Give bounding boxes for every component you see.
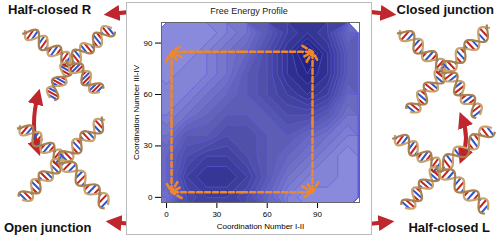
html-text:Open junction: Open junction	[4, 220, 92, 235]
svg-text:30: 30	[212, 210, 221, 219]
svg-text:0: 0	[164, 210, 169, 219]
html-text:Free Energy Profile: Free Energy Profile	[210, 6, 288, 16]
svg-text:60: 60	[263, 210, 272, 219]
svg-text:60: 60	[144, 90, 153, 99]
svg-text:Coordination Number I-II: Coordination Number I-II	[217, 222, 305, 231]
svg-text:Coordination Number III-IV: Coordination Number III-IV	[132, 64, 141, 160]
html-text:Closed junction: Closed junction	[396, 2, 494, 17]
svg-text:0: 0	[148, 193, 153, 202]
svg-text:30: 30	[144, 141, 153, 150]
html-text:Half-closed R: Half-closed R	[8, 2, 92, 17]
html-text:Half-closed L: Half-closed L	[408, 220, 490, 235]
svg-text:90: 90	[313, 210, 322, 219]
svg-text:90: 90	[144, 39, 153, 48]
